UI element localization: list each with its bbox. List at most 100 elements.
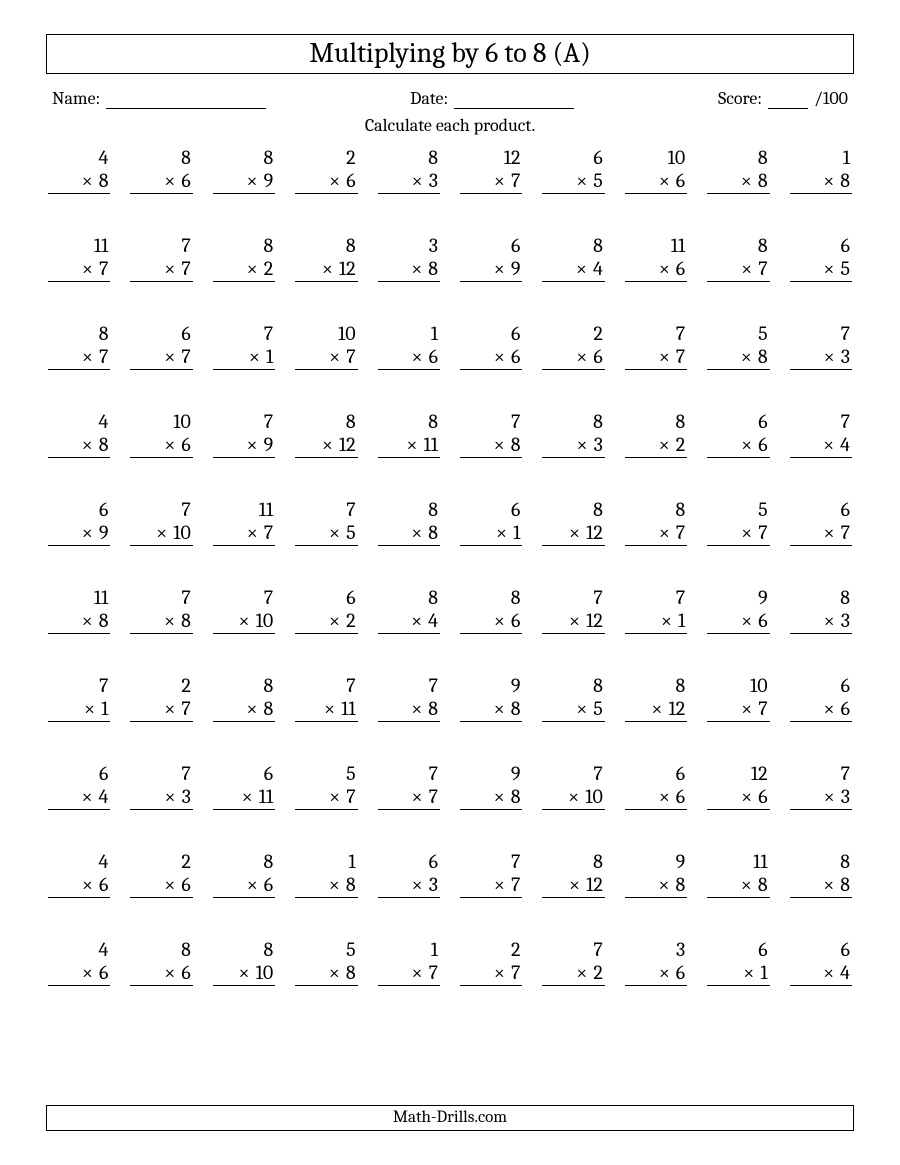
multiplier-row: × 7	[625, 521, 687, 546]
multiplicand: 5	[707, 322, 769, 345]
multiplier-row: × 1	[213, 345, 275, 370]
times-symbol: ×	[406, 433, 423, 456]
date-blank[interactable]	[454, 91, 574, 109]
multiplier: 7	[841, 521, 850, 544]
multiplier-row: × 7	[460, 169, 522, 194]
multiplier: 6	[181, 873, 190, 896]
times-symbol: ×	[246, 697, 263, 720]
multiplier-row: × 2	[213, 257, 275, 282]
times-symbol: ×	[412, 169, 429, 192]
problem: 4× 8	[48, 410, 110, 458]
multiplicand: 10	[295, 322, 357, 345]
score-blank[interactable]	[768, 91, 808, 109]
multiplier: 1	[760, 961, 767, 984]
multiplier-row: × 6	[130, 169, 192, 194]
multiplier: 8	[428, 521, 438, 544]
multiplicand: 7	[542, 938, 604, 961]
times-symbol: ×	[659, 521, 676, 544]
times-symbol: ×	[658, 873, 675, 896]
multiplier-row: × 8	[790, 169, 852, 194]
multiplicand: 8	[48, 322, 110, 345]
times-symbol: ×	[741, 169, 758, 192]
page-title: Multiplying by 6 to 8 (A)	[309, 37, 591, 69]
times-symbol: ×	[242, 785, 259, 808]
multiplier-row: × 6	[48, 873, 110, 898]
times-symbol: ×	[412, 785, 429, 808]
multiplier: 6	[758, 785, 767, 808]
times-symbol: ×	[741, 257, 758, 280]
multiplier-row: × 6	[707, 433, 769, 458]
multiplier: 11	[341, 697, 355, 720]
problem: 2× 6	[542, 322, 604, 370]
problem: 8× 8	[213, 674, 275, 722]
problem: 3× 8	[378, 234, 440, 282]
multiplier-row: × 7	[48, 345, 110, 370]
multiplicand: 8	[130, 146, 192, 169]
multiplier-row: × 8	[295, 961, 357, 986]
multiplicand: 8	[542, 234, 604, 257]
multiplier: 4	[593, 257, 603, 280]
multiplier-row: × 7	[48, 257, 110, 282]
multiplier: 6	[841, 697, 850, 720]
name-blank[interactable]	[106, 91, 266, 109]
multiplier-row: × 4	[790, 961, 852, 986]
problem: 8× 10	[213, 938, 275, 986]
problem: 7× 11	[295, 674, 357, 722]
multiplier-row: × 6	[213, 873, 275, 898]
multiplier: 9	[264, 169, 274, 192]
multiplier-row: × 12	[295, 433, 357, 458]
date-label: Date:	[410, 88, 448, 109]
times-symbol: ×	[741, 697, 758, 720]
times-symbol: ×	[494, 785, 511, 808]
multiplier-row: × 6	[130, 873, 192, 898]
multiplier-row: × 6	[378, 345, 440, 370]
multiplier-row: × 8	[625, 873, 687, 898]
multiplicand: 7	[378, 762, 440, 785]
multiplier-row: × 7	[213, 521, 275, 546]
multiplier: 6	[429, 345, 438, 368]
times-symbol: ×	[741, 873, 758, 896]
multiplier: 8	[675, 873, 685, 896]
problem: 7× 7	[625, 322, 687, 370]
multiplicand: 8	[790, 586, 852, 609]
times-symbol: ×	[576, 345, 593, 368]
times-symbol: ×	[659, 785, 676, 808]
multiplier-row: × 8	[460, 433, 522, 458]
multiplier: 6	[99, 873, 108, 896]
problem: 6× 4	[790, 938, 852, 986]
times-symbol: ×	[247, 169, 264, 192]
multiplier: 6	[181, 961, 190, 984]
multiplier: 7	[511, 961, 520, 984]
multiplier-row: × 7	[625, 345, 687, 370]
multiplicand: 6	[213, 762, 275, 785]
times-symbol: ×	[494, 961, 511, 984]
multiplier: 7	[429, 961, 438, 984]
multiplicand: 6	[460, 234, 522, 257]
multiplier-row: × 6	[460, 345, 522, 370]
multiplier: 6	[99, 961, 108, 984]
problem: 2× 6	[130, 850, 192, 898]
multiplier-row: × 6	[48, 961, 110, 986]
multiplier-row: × 7	[460, 961, 522, 986]
problem: 8× 6	[130, 146, 192, 194]
problem: 5× 7	[295, 762, 357, 810]
problem: 9× 8	[460, 762, 522, 810]
multiplicand: 7	[295, 498, 357, 521]
multiplier: 12	[339, 433, 356, 456]
times-symbol: ×	[164, 609, 181, 632]
times-symbol: ×	[164, 433, 181, 456]
multiplier: 7	[758, 257, 767, 280]
multiplier-row: × 8	[460, 697, 522, 722]
multiplier: 7	[676, 521, 685, 544]
multiplier: 8	[181, 609, 191, 632]
multiplier: 6	[676, 169, 685, 192]
multiplier-row: × 6	[790, 697, 852, 722]
multiplicand: 9	[625, 850, 687, 873]
name-field: Name:	[52, 88, 266, 109]
multiplicand: 8	[542, 498, 604, 521]
problem: 1× 7	[378, 938, 440, 986]
footer-box: Math-Drills.com	[46, 1105, 854, 1131]
problem: 7× 3	[790, 762, 852, 810]
times-symbol: ×	[823, 873, 840, 896]
times-symbol: ×	[576, 697, 593, 720]
